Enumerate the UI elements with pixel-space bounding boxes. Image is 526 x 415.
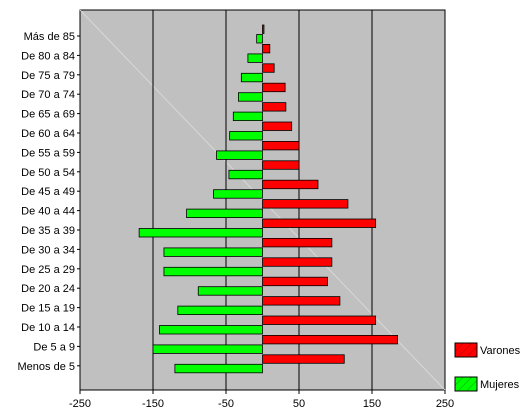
y-tick-label: De 75 a 79 bbox=[21, 70, 75, 82]
x-tick-label: 50 bbox=[293, 398, 305, 410]
bar-mujeres bbox=[177, 305, 263, 316]
y-tick-label: De 25 a 29 bbox=[21, 264, 75, 276]
bar-varones bbox=[262, 218, 377, 228]
x-axis: -250 -150 -50 50 150 250 bbox=[69, 390, 454, 410]
legend: Varones Mujeres bbox=[454, 342, 521, 392]
y-tick-label: De 5 a 9 bbox=[33, 341, 75, 353]
legend-label: Varones bbox=[480, 345, 521, 357]
bar-varones bbox=[262, 296, 341, 306]
y-tick-label: De 65 a 69 bbox=[21, 109, 75, 121]
y-tick-label: De 20 a 24 bbox=[21, 283, 75, 295]
bar-varones bbox=[262, 179, 319, 190]
x-tick-label: -50 bbox=[218, 398, 234, 410]
bar-mujeres bbox=[238, 92, 263, 102]
y-tick-label: De 45 a 49 bbox=[21, 186, 75, 198]
bar-varones bbox=[262, 315, 377, 325]
bar-varones bbox=[262, 63, 275, 73]
bar-varones bbox=[262, 257, 333, 267]
bar-varones bbox=[262, 160, 300, 170]
y-tick-label: Menos de 5 bbox=[18, 361, 75, 373]
bar-mujeres bbox=[163, 247, 263, 257]
bar-mujeres bbox=[159, 325, 263, 335]
y-tick-label: De 30 a 34 bbox=[21, 244, 75, 256]
y-tick-label: Más de 85 bbox=[24, 31, 75, 43]
bar-mujeres bbox=[256, 34, 263, 44]
bar-mujeres bbox=[197, 286, 263, 296]
bar-varones bbox=[262, 276, 328, 287]
legend-swatch bbox=[454, 342, 478, 358]
bar-mujeres bbox=[229, 131, 263, 141]
y-tick-label: De 15 a 19 bbox=[21, 303, 75, 315]
y-tick-label: De 55 a 59 bbox=[21, 147, 75, 159]
bar-varones bbox=[262, 199, 349, 209]
bar-mujeres bbox=[186, 208, 263, 219]
legend-label: Mujeres bbox=[480, 379, 520, 391]
bar-mujeres bbox=[247, 53, 263, 63]
bars bbox=[138, 24, 398, 374]
bar-mujeres bbox=[163, 266, 263, 277]
y-tick-label: De 70 a 74 bbox=[21, 89, 75, 101]
bar-varones bbox=[262, 24, 265, 34]
x-tick-label: -150 bbox=[142, 398, 164, 410]
x-tick-label: 150 bbox=[363, 398, 381, 410]
y-tick-label: De 40 a 44 bbox=[21, 206, 75, 218]
bar-mujeres bbox=[240, 72, 263, 83]
x-tick-label: 250 bbox=[436, 398, 454, 410]
bar-mujeres bbox=[216, 150, 263, 160]
x-tick-label: -250 bbox=[69, 398, 91, 410]
y-axis: Más de 85 De 80 a 84 De 75 a 79 De 70 a 74 D… bbox=[18, 31, 80, 373]
bar-varones bbox=[262, 140, 300, 151]
bar-varones bbox=[262, 102, 287, 112]
bar-varones bbox=[262, 334, 398, 345]
y-tick-label: De 60 a 64 bbox=[21, 128, 75, 140]
bar-mujeres bbox=[174, 363, 263, 374]
bar-mujeres bbox=[232, 111, 263, 121]
bar-mujeres bbox=[228, 169, 263, 180]
legend-swatch bbox=[454, 376, 478, 392]
bar-varones bbox=[262, 44, 271, 54]
bar-mujeres bbox=[152, 344, 263, 354]
bar-mujeres bbox=[213, 189, 263, 199]
y-tick-label: De 80 a 84 bbox=[21, 50, 75, 62]
bar-varones bbox=[262, 121, 293, 131]
bar-varones bbox=[262, 354, 345, 364]
y-tick-label: De 10 a 14 bbox=[21, 322, 75, 334]
y-tick-label: De 35 a 39 bbox=[21, 225, 75, 237]
bar-mujeres bbox=[138, 228, 263, 238]
y-tick-label: De 50 a 54 bbox=[21, 167, 75, 179]
bar-varones bbox=[262, 82, 286, 93]
bar-varones bbox=[262, 237, 333, 248]
